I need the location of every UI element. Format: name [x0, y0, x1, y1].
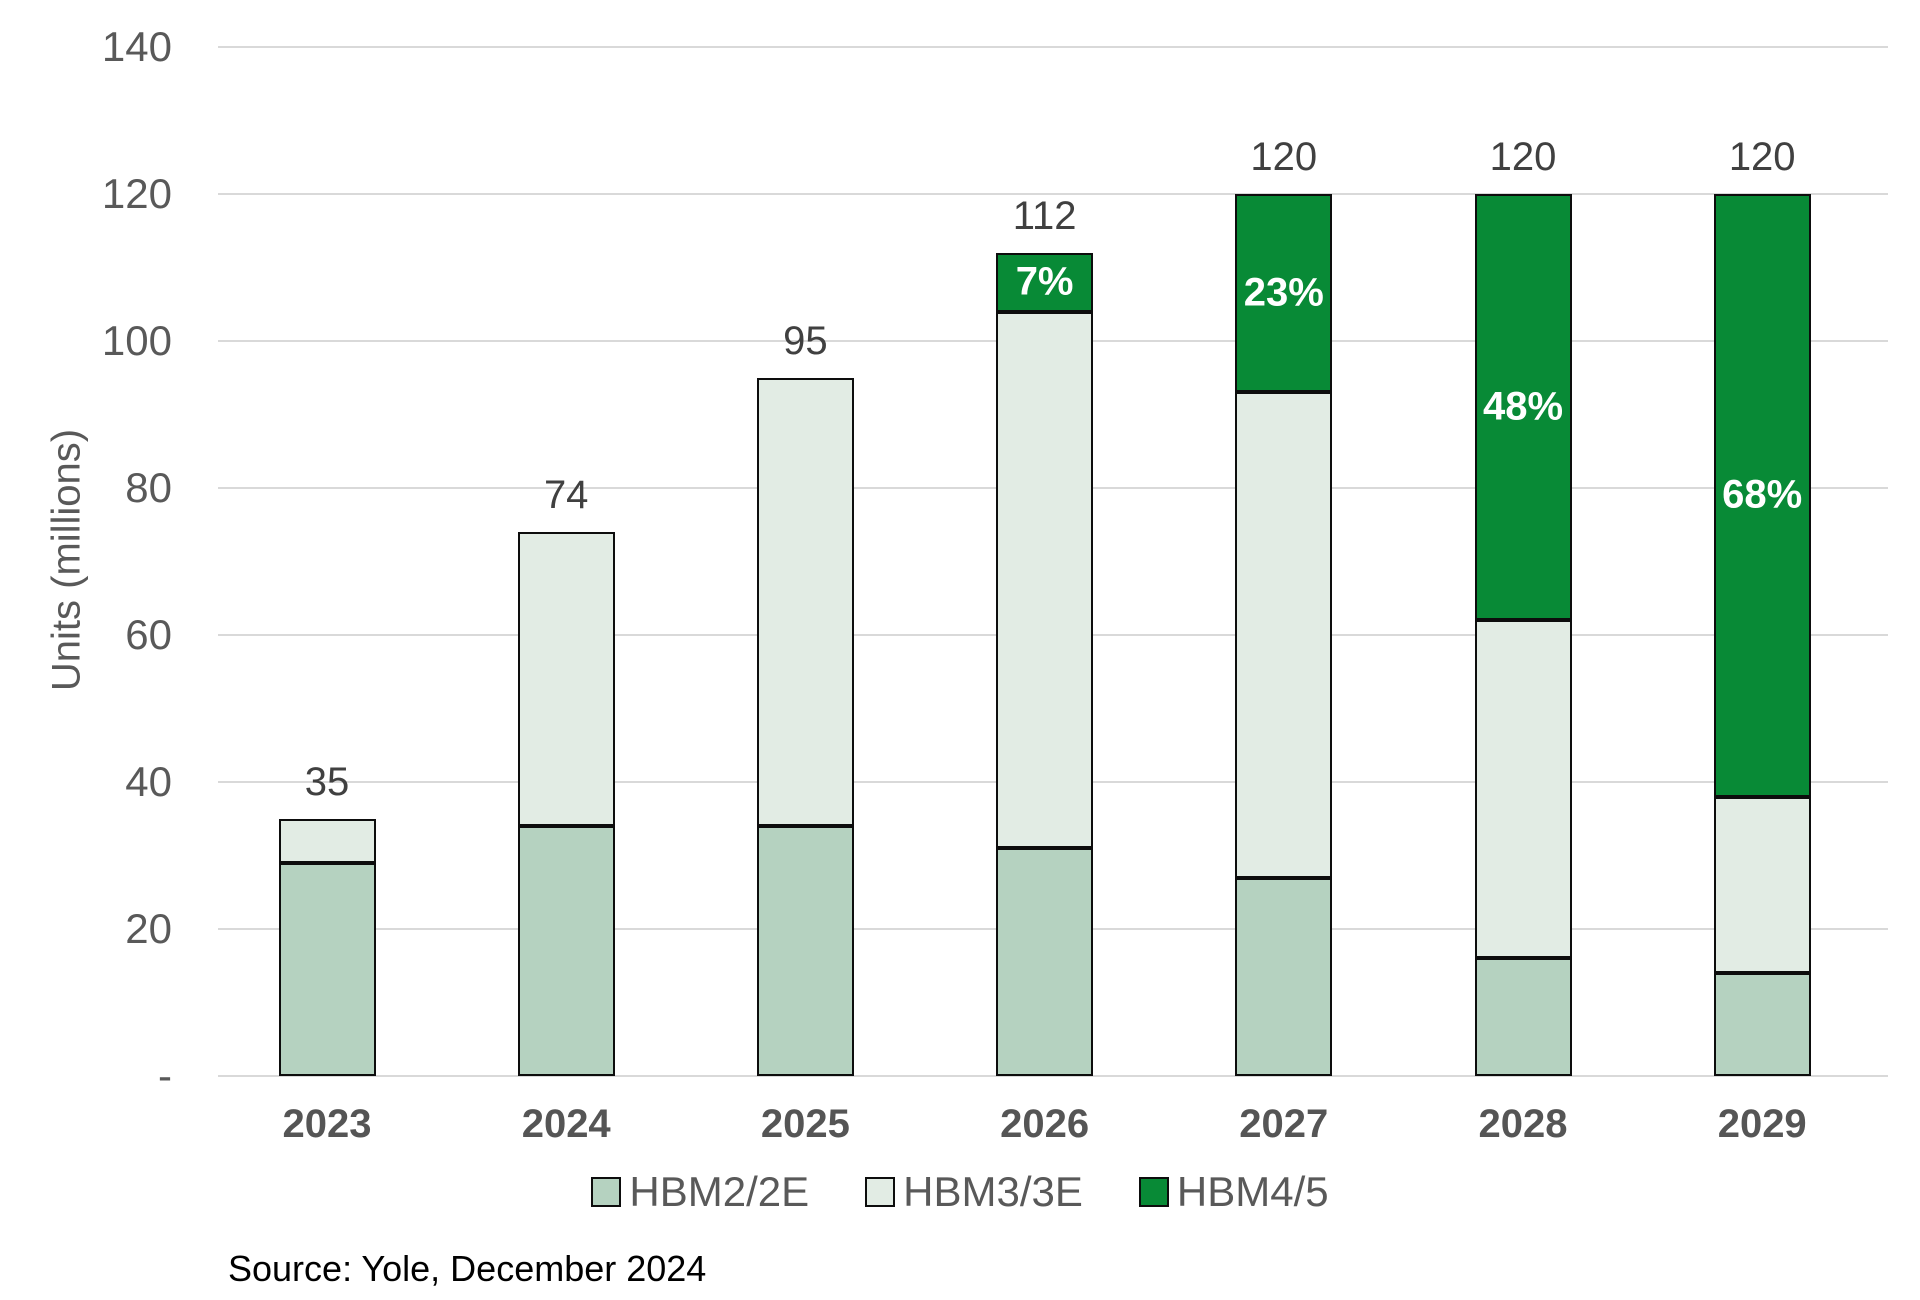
source-note: Source: Yole, December 2024	[228, 1248, 707, 1289]
y-tick-label: 80	[125, 464, 172, 511]
hbm45-share-label-2027: 23%	[1243, 270, 1324, 315]
y-axis-title: Units (millions)	[44, 428, 89, 692]
x-axis-label-2028: 2028	[1478, 1102, 1568, 1146]
legend-swatch-icon	[1138, 1177, 1169, 1207]
legend-label: HBM4/5	[1176, 1168, 1329, 1215]
legend-label: HBM3/3E	[903, 1168, 1083, 1215]
legend-item-hbm45: HBM4/5	[1138, 1168, 1329, 1216]
total-label-2023: 35	[304, 759, 350, 804]
total-label-2027: 120	[1250, 135, 1318, 179]
bar-segment-hbm22e-2026	[996, 848, 1094, 1076]
legend-swatch-icon	[865, 1177, 896, 1207]
legend-item-hbm33e: HBM3/3E	[865, 1168, 1083, 1216]
y-tick-label: 120	[101, 170, 172, 217]
bar-segment-hbm22e-2027	[1235, 877, 1333, 1076]
bar-segment-hbm45-2027	[1235, 194, 1333, 393]
y-tick-label: 60	[125, 611, 172, 658]
hbm45-share-label-2028: 48%	[1482, 384, 1564, 429]
y-tick-label: 100	[101, 317, 172, 364]
bar-segment-hbm45-2028	[1474, 194, 1572, 621]
x-axis-label-2027: 2027	[1239, 1102, 1329, 1146]
bar-segment-hbm45-2029	[1713, 194, 1811, 797]
gridline-140	[218, 46, 1888, 48]
bar-segment-hbm33e-2024	[517, 532, 615, 827]
x-axis-label-2023: 2023	[282, 1102, 372, 1146]
y-tick-label: 20	[125, 905, 172, 952]
x-axis-label-2029: 2029	[1717, 1102, 1807, 1146]
x-axis-label-2024: 2024	[521, 1102, 611, 1146]
hbm45-share-label-2029: 68%	[1722, 472, 1803, 517]
total-label-2026: 112	[1012, 193, 1077, 238]
bar-segment-hbm33e-2028	[1474, 620, 1572, 959]
legend-label: HBM2/2E	[629, 1168, 810, 1215]
total-label-2024: 74	[543, 473, 589, 518]
bar-segment-hbm33e-2025	[756, 377, 854, 827]
bar-segment-hbm33e-2027	[1235, 392, 1333, 878]
legend-item-hbm22e: HBM2/2E	[591, 1168, 809, 1216]
bar-segment-hbm22e-2023	[278, 862, 376, 1076]
bar-segment-hbm22e-2029	[1713, 973, 1811, 1076]
y-tick-label: 40	[125, 758, 172, 805]
x-axis-label-2025: 2025	[760, 1102, 850, 1146]
total-label-2025: 95	[783, 318, 828, 363]
bar-segment-hbm22e-2025	[756, 826, 854, 1076]
bar-segment-hbm33e-2026	[996, 311, 1094, 849]
total-label-2029: 120	[1728, 135, 1796, 179]
gridline-120	[218, 193, 1888, 195]
x-axis-label-2026: 2026	[1000, 1102, 1090, 1146]
bar-segment-hbm22e-2028	[1474, 958, 1572, 1076]
gridline-0	[218, 1075, 1888, 1077]
total-label-2028: 120	[1489, 135, 1557, 179]
bar-segment-hbm22e-2024	[517, 826, 615, 1076]
y-tick-label: -	[158, 1052, 172, 1099]
bar-segment-hbm33e-2023	[278, 818, 376, 863]
hbm45-share-label-2026: 7%	[1015, 259, 1074, 304]
bar-segment-hbm45-2026	[996, 252, 1094, 312]
y-tick-label: 140	[101, 23, 172, 70]
bar-segment-hbm33e-2029	[1713, 796, 1811, 974]
legend: HBM2/2E HBM3/3E HBM4/5	[0, 1168, 1920, 1216]
legend-swatch-icon	[591, 1177, 622, 1207]
